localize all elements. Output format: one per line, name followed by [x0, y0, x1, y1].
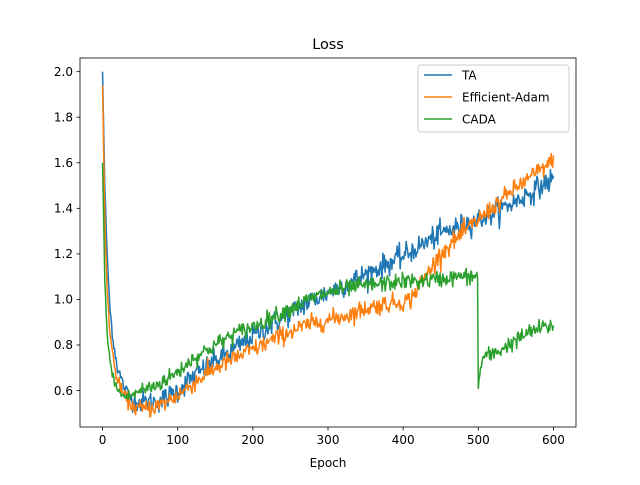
x-tick-label: 200 — [241, 433, 264, 447]
y-tick-label: 1.0 — [54, 293, 73, 307]
x-tick-label: 100 — [166, 433, 189, 447]
y-tick-label: 1.8 — [54, 110, 73, 124]
legend-label: TA — [461, 68, 477, 82]
chart-title: Loss — [312, 37, 344, 53]
y-tick-label: 2.0 — [54, 65, 73, 79]
series-line-efficient-adam — [101, 85, 555, 418]
legend-label: CADA — [462, 112, 497, 126]
series-line-cada — [101, 162, 555, 401]
y-tick-label: 1.4 — [54, 202, 73, 216]
legend-box — [417, 64, 570, 133]
legend-label: Efficient-Adam — [462, 90, 550, 104]
y-tick-label: 0.8 — [54, 338, 73, 352]
y-tick-label: 0.6 — [54, 384, 73, 398]
legend: TA Efficient-Adam CADA — [417, 64, 570, 133]
x-tick-label: 500 — [467, 433, 490, 447]
x-axis-label: Epoch — [310, 456, 347, 470]
x-tick-label: 300 — [317, 433, 340, 447]
x-tick-label: 400 — [392, 433, 415, 447]
y-tick-label: 1.6 — [54, 156, 73, 170]
x-tick-label: 0 — [99, 433, 107, 447]
x-tick-label: 600 — [542, 433, 565, 447]
y-tick-label: 1.2 — [54, 247, 73, 261]
